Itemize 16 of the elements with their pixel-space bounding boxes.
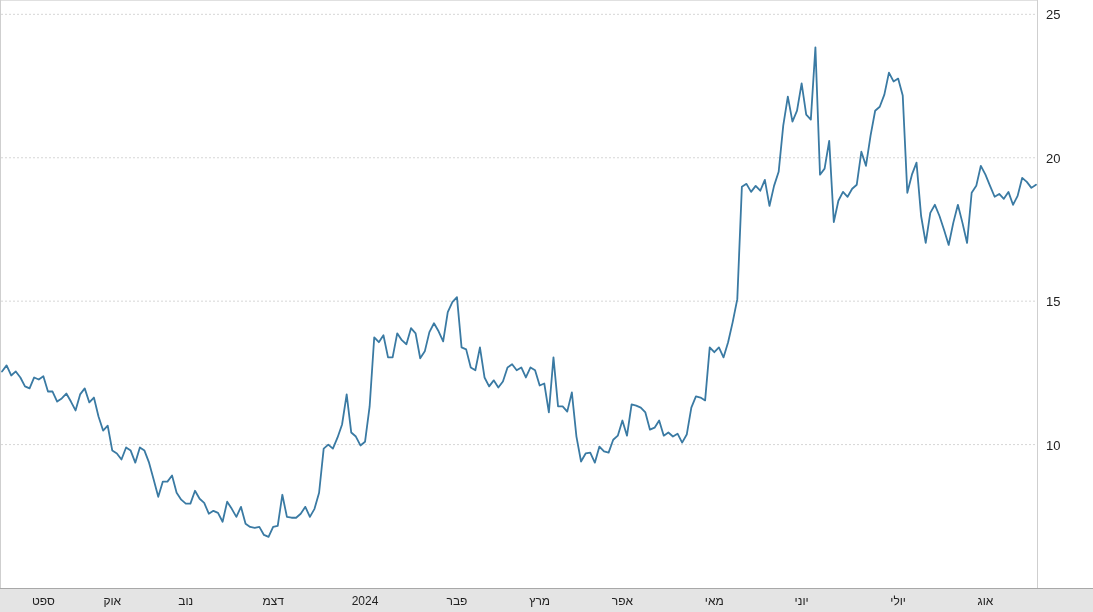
x-tick-label: אוק (103, 594, 122, 608)
x-tick-label: מרץ (529, 594, 551, 608)
y-tick-label: 20 (1046, 150, 1061, 166)
x-tick-label: ספט (31, 594, 55, 608)
x-tick-label: אפר (611, 594, 634, 608)
y-tick-label: 25 (1046, 7, 1061, 23)
x-tick-label: 2024 (351, 594, 379, 608)
x-tick-label: יוני (794, 594, 809, 608)
x-tick-label: נוב (178, 594, 194, 608)
x-tick-label: יולי (890, 594, 906, 608)
x-tick-label: פבר (446, 594, 468, 608)
x-tick-label: אוג (977, 594, 994, 608)
x-tick-label: מאי (704, 594, 724, 608)
y-tick-label: 10 (1046, 437, 1061, 453)
y-tick-label: 15 (1046, 294, 1061, 310)
x-tick-label: דצמ (262, 594, 285, 608)
